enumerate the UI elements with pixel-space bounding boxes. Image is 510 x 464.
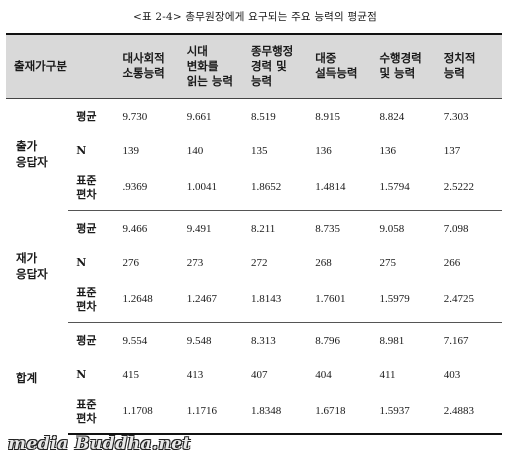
table-cell: 8.313 bbox=[250, 334, 276, 347]
table-row: 출가 응답자 평균 9.730 9.661 8.519 8.915 8.824 7.303 bbox=[6, 98, 502, 169]
ability-score-table: 출재가구분 대사회적 소통능력 시대 변화를 읽는 능력 종무행정 경력 및 능… bbox=[6, 33, 502, 435]
table-cell: 9.661 bbox=[186, 110, 212, 123]
statistic-label: 평균 bbox=[76, 334, 97, 348]
table-cell: 2.4725 bbox=[437, 278, 502, 323]
statistic-label: 표준 편차 bbox=[68, 390, 117, 435]
statistic-label: N bbox=[76, 144, 87, 157]
table-row: N 139 140 135 136 136 137 bbox=[6, 136, 502, 166]
table-cell: 8.735 bbox=[315, 222, 340, 235]
respondent-group-label: 재가 응답자 bbox=[16, 251, 48, 281]
table-cell: 1.8143 bbox=[244, 278, 310, 323]
header-row: 출재가구분 대사회적 소통능력 시대 변화를 읽는 능력 종무행정 경력 및 능… bbox=[6, 33, 502, 99]
table-cell: 9.058 bbox=[379, 222, 405, 235]
column-header: 대중 설득능력 bbox=[309, 33, 374, 99]
table-cell: 1.0041 bbox=[180, 166, 245, 211]
table-cell: 1.5937 bbox=[373, 390, 438, 435]
table-cell: 9.466 bbox=[122, 222, 148, 235]
table-cell: 7.167 bbox=[443, 334, 469, 347]
group-column-header: 출재가구분 bbox=[6, 33, 117, 99]
table-cell: 139 bbox=[122, 144, 139, 157]
table-cell: 140 bbox=[186, 144, 204, 157]
column-header: 종무행정 경력 및 능력 bbox=[244, 33, 310, 99]
table-cell: 1.6718 bbox=[309, 390, 374, 435]
table-row: 표준 편차 1.2648 1.2467 1.8143 1.7601 1.5979 2.472… bbox=[6, 278, 502, 323]
table-cell: 404 bbox=[315, 368, 332, 381]
table-cell: 8.915 bbox=[315, 110, 340, 123]
column-header: 수행경력 및 능력 bbox=[373, 33, 438, 99]
column-header: 대사회적 소통능력 bbox=[116, 33, 181, 99]
table-cell: 1.1716 bbox=[180, 390, 245, 435]
table-cell: 272 bbox=[250, 256, 268, 269]
table-cell: 9.548 bbox=[186, 334, 212, 347]
table-body: 출가 응답자 평균 9.730 9.661 8.519 8.915 8.824 7.303 N 1… bbox=[6, 98, 502, 435]
table-cell: 1.8652 bbox=[244, 166, 310, 211]
table-cell: 8.981 bbox=[379, 334, 405, 347]
table-cell: 403 bbox=[443, 368, 461, 381]
table-cell: 1.5979 bbox=[373, 278, 438, 323]
table-cell: 7.098 bbox=[443, 222, 469, 235]
table-cell: 137 bbox=[443, 144, 461, 157]
statistic-label: 평균 bbox=[76, 222, 97, 236]
table-row: 합계 평균 9.554 9.548 8.313 8.796 8.981 7.167 bbox=[6, 322, 502, 385]
table-cell: 411 bbox=[379, 368, 396, 381]
table-cell: 2.4883 bbox=[437, 390, 502, 435]
table-cell: 1.1708 bbox=[116, 390, 181, 435]
table-cell: 276 bbox=[122, 256, 139, 269]
table-caption: <표 2-4> 총무원장에게 요구되는 주요 능력의 평균점 bbox=[132, 11, 378, 23]
table-cell: .9369 bbox=[116, 166, 181, 211]
table-cell: 9.730 bbox=[122, 110, 148, 123]
watermark-logo: media Buddha.net bbox=[8, 434, 191, 454]
table-row: 표준 편차 .9369 1.0041 1.8652 1.4814 1.5794 2.5222 bbox=[6, 166, 502, 211]
table-cell: 1.4814 bbox=[309, 166, 374, 211]
table-cell: 266 bbox=[443, 256, 461, 269]
table-cell: 1.8348 bbox=[244, 390, 310, 435]
table-cell: 7.303 bbox=[443, 110, 469, 123]
respondent-group-label: 합계 bbox=[16, 371, 38, 385]
statistic-label: 평균 bbox=[76, 110, 97, 124]
statistic-label: N bbox=[76, 256, 87, 269]
table-cell: 275 bbox=[379, 256, 396, 269]
table-cell: 268 bbox=[315, 256, 332, 269]
table-cell: 1.7601 bbox=[309, 278, 374, 323]
table-cell: 136 bbox=[379, 144, 396, 157]
table-row: N 415 413 407 404 411 403 bbox=[6, 360, 502, 390]
table-cell: 8.824 bbox=[379, 110, 405, 123]
table-cell: 1.2648 bbox=[116, 278, 181, 323]
table-cell: 273 bbox=[186, 256, 204, 269]
table-cell: 413 bbox=[186, 368, 204, 381]
table-cell: 407 bbox=[250, 368, 268, 381]
column-header: 시대 변화를 읽는 능력 bbox=[180, 33, 245, 99]
table-cell: 9.554 bbox=[122, 334, 148, 347]
table-row: N 276 273 272 268 275 266 bbox=[6, 248, 502, 278]
statistic-label: 표준 편차 bbox=[68, 166, 117, 211]
table-cell: 9.491 bbox=[186, 222, 212, 235]
column-header: 정치적 능력 bbox=[437, 33, 502, 99]
table-row: 재가 응답자 평균 9.466 9.491 8.211 8.735 9.058 7.098 bbox=[6, 210, 502, 281]
table-cell: 8.211 bbox=[250, 222, 276, 235]
table-cell: 136 bbox=[315, 144, 332, 157]
table-cell: 415 bbox=[122, 368, 139, 381]
statistic-label: N bbox=[76, 368, 87, 381]
table-row: 표준 편차 1.1708 1.1716 1.8348 1.6718 1.5937 2.488… bbox=[6, 390, 502, 435]
table-cell: 2.5222 bbox=[437, 166, 502, 211]
table-cell: 8.519 bbox=[250, 110, 276, 123]
statistic-label: 표준 편차 bbox=[68, 278, 117, 323]
table-cell: 1.5794 bbox=[373, 166, 438, 211]
respondent-group-label: 출가 응답자 bbox=[16, 139, 48, 170]
table-cell: 8.796 bbox=[315, 334, 340, 347]
table-cell: 1.2467 bbox=[180, 278, 245, 323]
table-cell: 135 bbox=[250, 144, 268, 157]
